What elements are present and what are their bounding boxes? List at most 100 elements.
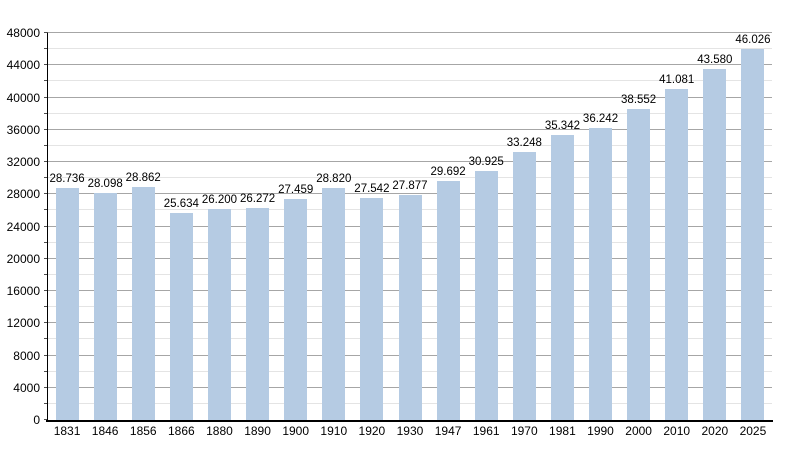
y-tick-mark (44, 241, 48, 243)
gridline-minor (48, 112, 772, 114)
x-tick-label: 1981 (549, 424, 576, 438)
y-tick-mark (44, 64, 48, 66)
x-tick-label: 1890 (244, 424, 271, 438)
gridline-major (48, 193, 772, 195)
y-tick-mark (44, 80, 48, 82)
bar-value-label: 41.081 (659, 73, 695, 86)
y-tick-mark (44, 306, 48, 308)
gridline-minor (48, 144, 772, 146)
bar (550, 135, 574, 420)
bar-value-label: 33.248 (506, 136, 542, 149)
x-axis-labels: 1831 1846 1856 1866 1880 1890 1900 1910 1920 1930… (48, 423, 772, 439)
bar-value-label: 46.026 (735, 33, 771, 46)
x-tick-label: 2020 (701, 424, 729, 438)
x-tick-label: 1846 (91, 424, 119, 438)
y-tick-label: 12000 (6, 316, 40, 331)
y-tick-mark (44, 193, 48, 195)
y-tick-mark (44, 273, 48, 275)
bar (207, 208, 231, 420)
y-axis-line (47, 33, 48, 420)
y-tick-mark (44, 177, 48, 179)
bar (55, 188, 79, 420)
bar-value-label: 27.459 (278, 183, 314, 196)
y-tick-mark (44, 225, 48, 227)
y-axis-labels: 0 4000 8000 12000 16000 20000 24000 28000 32000 3… (0, 26, 48, 427)
x-axis-line (46, 420, 773, 422)
bar-value-label: 27.542 (354, 182, 390, 195)
x-tick-label: 1990 (587, 424, 614, 438)
x-tick-label: 1831 (53, 424, 81, 438)
x-tick-label: 1880 (206, 424, 233, 438)
bar (589, 127, 613, 420)
gridline-major (48, 32, 772, 33)
y-tick-mark (44, 386, 48, 388)
x-tick-label: 1900 (282, 424, 310, 438)
y-tick-label: 24000 (6, 219, 40, 234)
bar (436, 180, 460, 420)
gridline-minor (48, 80, 772, 82)
bar-value-label: 38.552 (621, 94, 657, 107)
y-tick-label: 32000 (6, 155, 40, 169)
y-tick-mark (44, 322, 48, 324)
y-tick-mark (44, 354, 48, 356)
y-tick-mark (44, 209, 48, 211)
bar (322, 187, 346, 420)
y-tick-label: 16000 (6, 284, 40, 298)
y-tick-mark (44, 128, 48, 130)
bar-value-label: 35.342 (544, 120, 580, 133)
bar-value-label: 27.877 (392, 180, 428, 193)
bar-value-label: 28.736 (49, 173, 85, 186)
x-tick-label: 1910 (320, 424, 348, 438)
bar (398, 195, 422, 420)
y-tick-mark (44, 48, 48, 50)
x-tick-label: 2025 (739, 424, 767, 438)
x-tick-label: 1961 (472, 424, 500, 438)
bar (665, 88, 689, 420)
bar-value-label: 29.692 (430, 165, 466, 178)
bar (360, 197, 384, 420)
y-tick-label: 20000 (6, 251, 40, 266)
y-tick-label: 4000 (13, 380, 40, 395)
bar-value-label: 43.580 (697, 53, 733, 66)
y-tick-mark (44, 402, 48, 404)
y-tick-label: 28000 (6, 187, 40, 202)
y-tick-label: 36000 (6, 122, 40, 137)
gridline-major (48, 128, 772, 130)
y-tick-mark (44, 338, 48, 340)
gridline-major (48, 161, 772, 162)
bar (512, 151, 536, 420)
y-tick-label: 48000 (6, 26, 40, 40)
y-tick-label: 40000 (6, 90, 40, 105)
bar-value-label: 26.272 (239, 193, 276, 206)
gridline-major (48, 64, 772, 66)
gridline-minor (48, 48, 772, 50)
x-tick-label: 1920 (358, 424, 386, 438)
x-tick-label: 2010 (663, 424, 691, 438)
y-tick-mark (44, 112, 48, 114)
bar-value-label: 36.242 (582, 112, 619, 125)
bar (474, 170, 498, 420)
x-tick-label: 1947 (434, 424, 462, 438)
gridline-major (48, 96, 772, 98)
bar (131, 187, 155, 420)
y-tick-mark (44, 32, 48, 33)
bar-value-label: 28.098 (87, 178, 123, 191)
y-tick-label: 0 (33, 413, 40, 427)
bar-value-label: 28.862 (125, 172, 161, 185)
x-tick-label: 1866 (168, 424, 195, 438)
gridline-minor (48, 177, 772, 179)
bar (284, 198, 308, 420)
x-tick-label: 1856 (129, 424, 157, 438)
y-tick-mark (44, 144, 48, 146)
bar (741, 48, 765, 420)
y-tick-mark (44, 96, 48, 98)
y-tick-label: 8000 (13, 348, 40, 363)
x-tick-label: 2000 (625, 424, 652, 438)
bar (169, 213, 193, 420)
bar (246, 208, 270, 420)
y-tick-mark (44, 161, 48, 162)
x-tick-label: 1930 (396, 424, 424, 438)
y-tick-label: 44000 (6, 58, 40, 73)
y-tick-mark (44, 290, 48, 291)
